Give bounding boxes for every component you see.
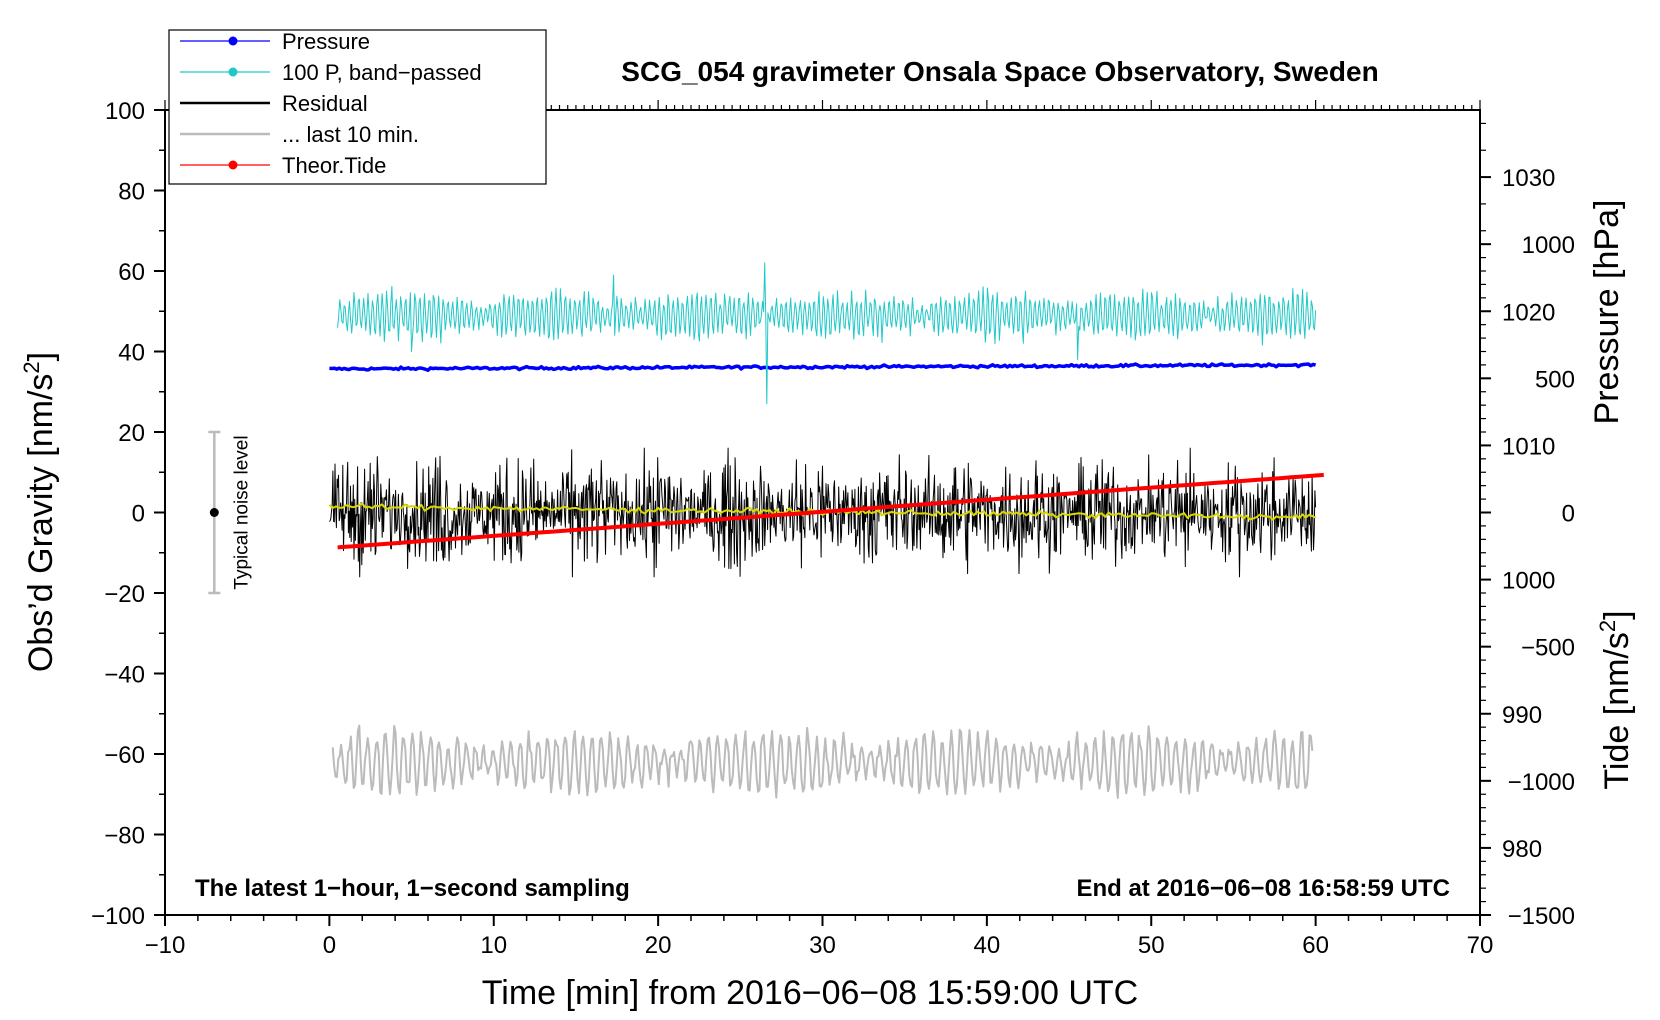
- legend: Pressure 100 P, band−passed Residual ... la…: [168, 29, 547, 185]
- x-axis-title: Time [min] from 2016−06−08 15:59:00 UTC: [482, 974, 1138, 1012]
- legend-label: Residual: [282, 91, 368, 116]
- x-tick-label: 60: [1302, 932, 1329, 959]
- y-axis-title-left: Obs’d Gravity [nm/s2]: [19, 352, 60, 672]
- plot-series: [328, 262, 1324, 799]
- series-last-10-min: [331, 724, 1314, 799]
- legend-marker: [228, 67, 238, 77]
- y-tick-label: 0: [132, 501, 145, 528]
- tide-tick-label: −1000: [1508, 769, 1575, 796]
- y-tick-label: 100: [105, 98, 145, 125]
- legend-marker: [228, 36, 238, 46]
- x-tick-label: 20: [645, 932, 672, 959]
- x-tick-label: −10: [145, 932, 186, 959]
- annotation-sampling: The latest 1−hour, 1−second sampling: [195, 875, 630, 902]
- legend-label: Theor.Tide: [282, 153, 386, 178]
- y-tick-label: 20: [118, 420, 145, 447]
- plot-frame: [164, 109, 1481, 916]
- y-tick-label: −20: [104, 581, 145, 608]
- x-tick-label: 0: [323, 932, 336, 959]
- y-tick-label: 80: [118, 179, 145, 206]
- series-pressure: [329, 362, 1317, 373]
- legend-label: Pressure: [282, 29, 370, 54]
- tide-tick-label: −1500: [1508, 903, 1575, 930]
- legend-label: 100 P, band−passed: [282, 60, 482, 85]
- y-tick-label: −60: [104, 742, 145, 769]
- series-theoretical-tide: [337, 472, 1324, 550]
- y-tick-label: −100: [91, 903, 145, 930]
- y-axis-title-pressure: Pressure [hPa]: [1588, 200, 1626, 425]
- tide-tick-label: 1000: [1522, 232, 1575, 259]
- pressure-tick-label: 1030: [1502, 165, 1555, 192]
- annotation-end-time: End at 2016−06−08 16:58:59 UTC: [1076, 875, 1450, 902]
- y-axis-title-tide: Tide [nm/s2]: [1595, 610, 1636, 789]
- legend-marker: [228, 160, 238, 170]
- y-tick-label: 60: [118, 259, 145, 286]
- x-tick-label: 70: [1467, 932, 1494, 959]
- y-tick-label: −80: [104, 823, 145, 850]
- series-residual: [329, 447, 1317, 578]
- pressure-tick-label: 1020: [1502, 299, 1555, 326]
- y-tick-label: 40: [118, 340, 145, 367]
- y-tick-label: −40: [104, 662, 145, 689]
- x-tick-label: 10: [480, 932, 507, 959]
- tide-tick-label: 0: [1562, 501, 1575, 528]
- series-pressure-bandpassed: [337, 262, 1317, 405]
- series-residual-smoothed: [328, 502, 1317, 521]
- pressure-tick-label: 990: [1502, 702, 1542, 729]
- noise-center-dot: [209, 508, 219, 517]
- chart-title: SCG_054 gravimeter Onsala Space Observat…: [621, 56, 1378, 87]
- x-tick-label: 50: [1138, 932, 1165, 959]
- noise-level-label: Typical noise level: [231, 435, 252, 589]
- x-tick-label: 30: [809, 932, 836, 959]
- noise-level-bar: Typical noise level: [208, 430, 252, 595]
- x-tick-label: 40: [974, 932, 1001, 959]
- pressure-tick-label: 980: [1502, 836, 1542, 863]
- tide-tick-label: −500: [1521, 635, 1575, 662]
- legend-label: ... last 10 min.: [282, 122, 419, 147]
- legend-box: [168, 29, 547, 185]
- pressure-tick-label: 1010: [1502, 433, 1555, 460]
- pressure-tick-label: 1000: [1502, 568, 1555, 595]
- tide-tick-label: 500: [1535, 366, 1575, 393]
